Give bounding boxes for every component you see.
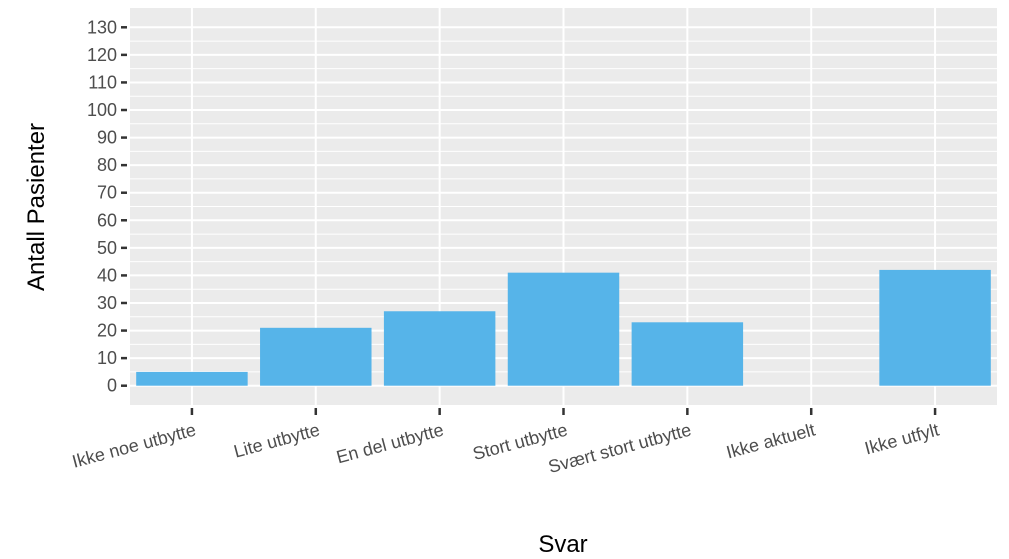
y-tick-label: 90 [97, 128, 117, 148]
y-axis: 0 10 20 30 40 50 60 70 80 90 100 110 120 130 [87, 17, 127, 396]
bar [631, 322, 744, 386]
bar [879, 269, 991, 386]
y-tick-label: 100 [87, 100, 117, 120]
bar [260, 327, 372, 386]
bars [136, 269, 991, 386]
x-tick-label: Svært stort utbytte [546, 420, 693, 477]
x-tick-label: Ikke utfylt [862, 420, 941, 459]
y-tick-label: 130 [87, 17, 117, 37]
x-tick-label: Lite utbytte [232, 420, 322, 462]
y-axis-title: Antall Pasienter [23, 123, 50, 291]
y-tick-label: 110 [88, 72, 117, 92]
y-tick-label: 50 [97, 238, 117, 258]
x-tick-label: Ikke aktuelt [724, 420, 817, 463]
x-tick-label: Ikke noe utbytte [70, 420, 198, 472]
bar [136, 371, 248, 386]
x-axis: Ikke noe utbytte Lite utbytte En del utbyt… [70, 408, 941, 477]
y-tick-label: 40 [97, 265, 117, 285]
bar [507, 272, 620, 386]
y-tick-label: 60 [97, 210, 117, 230]
x-tick-label: En del utbytte [334, 420, 446, 468]
y-tick-label: 80 [97, 155, 117, 175]
y-tick-label: 30 [97, 293, 117, 313]
x-axis-title: Svar [538, 531, 587, 558]
bar [383, 311, 496, 386]
y-tick-label: 120 [87, 45, 117, 65]
y-tick-label: 20 [97, 321, 117, 341]
y-tick-label: 0 [107, 376, 117, 396]
y-tick-label: 10 [97, 348, 117, 368]
y-tick-label: 70 [97, 183, 117, 203]
